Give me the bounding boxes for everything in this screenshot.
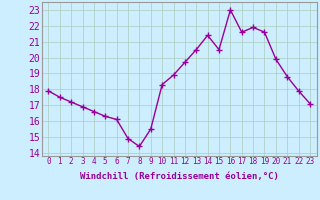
X-axis label: Windchill (Refroidissement éolien,°C): Windchill (Refroidissement éolien,°C) xyxy=(80,172,279,181)
